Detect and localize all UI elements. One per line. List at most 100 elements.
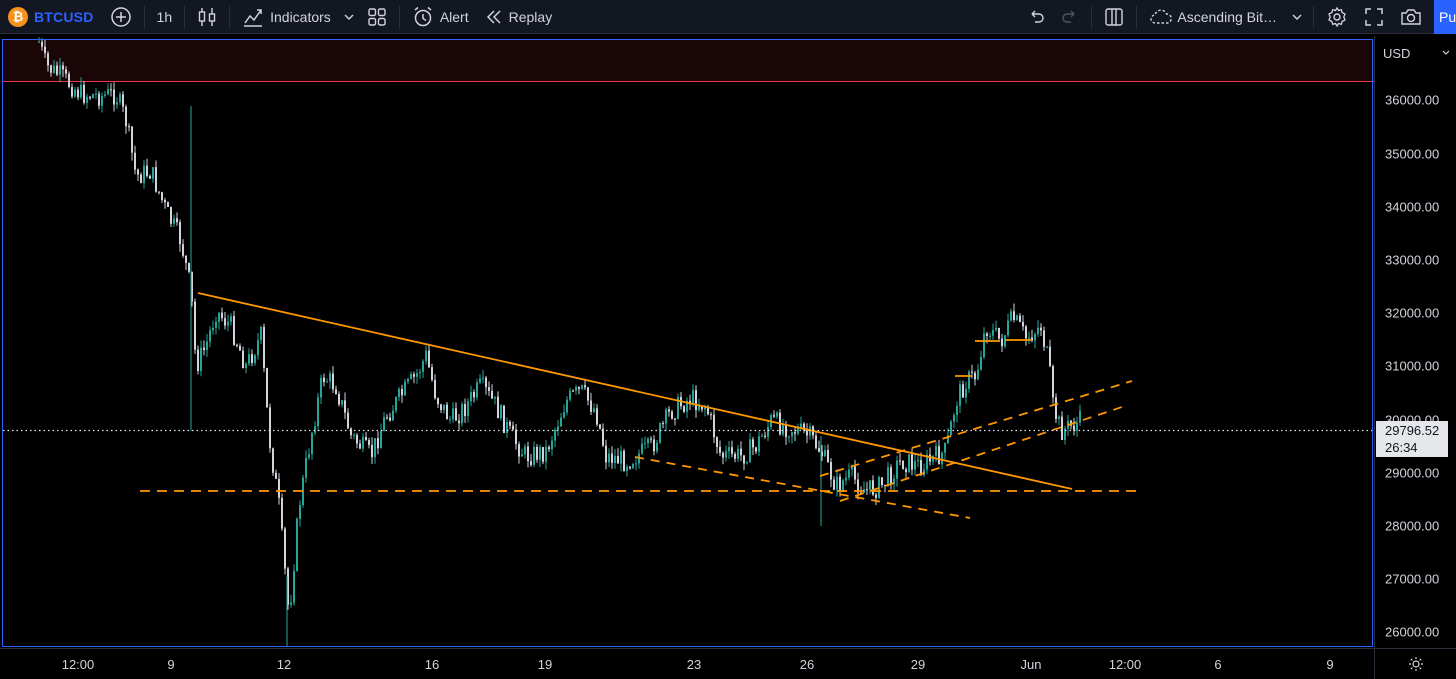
candle-body	[965, 388, 967, 398]
alert-button[interactable]: Alert	[404, 0, 477, 34]
time-scale[interactable]: 12:00 9 12 16 19 23 26 29 Jun 12:00 6 9	[0, 648, 1374, 679]
candle-body	[914, 461, 916, 470]
descending-trendline[interactable]	[197, 292, 1073, 490]
settings-button[interactable]	[1318, 0, 1356, 34]
redo-icon	[1062, 10, 1075, 23]
candle-body	[380, 430, 382, 449]
candle-body	[413, 374, 415, 377]
snapshot-button[interactable]	[1392, 0, 1456, 34]
candle-body	[110, 89, 112, 91]
candle-body	[992, 330, 994, 336]
candle-body	[251, 354, 253, 363]
candle-body	[725, 451, 727, 458]
chart-plot[interactable]	[0, 36, 1374, 648]
candle-body	[200, 347, 202, 371]
candle-body	[626, 466, 628, 472]
candle-body	[824, 449, 826, 457]
candle-body	[590, 400, 592, 412]
replay-button[interactable]: Replay	[477, 0, 561, 34]
candle-body	[674, 418, 676, 420]
candle-body	[806, 430, 808, 436]
candle-body	[461, 404, 463, 424]
candle-body	[92, 94, 94, 99]
publish-button[interactable]: Pu	[1434, 0, 1456, 34]
candle-body	[458, 420, 460, 424]
layout-button[interactable]	[1096, 0, 1132, 34]
currency-label[interactable]: USD	[1383, 46, 1411, 61]
candle-body	[194, 301, 196, 350]
candle-body	[260, 326, 262, 341]
candle-body	[731, 447, 733, 454]
candle-body	[392, 410, 394, 421]
layout-dropdown[interactable]	[1285, 0, 1309, 34]
price-scale[interactable]: USD 36000.00 35000.00 34000.00 33000.00 3200…	[1374, 36, 1456, 648]
candle-body	[548, 446, 550, 450]
candle-body	[368, 440, 370, 445]
undo-button[interactable]	[1019, 0, 1053, 34]
candle-body	[482, 377, 484, 379]
candle-body	[221, 312, 223, 319]
candle-body	[248, 354, 250, 364]
redo-button[interactable]	[1053, 0, 1087, 34]
alert-zone	[3, 40, 1374, 82]
time-tick-label: 6	[1214, 657, 1222, 672]
candle-body	[1028, 337, 1030, 339]
compare-symbol-button[interactable]	[102, 0, 140, 34]
candle-body	[947, 435, 949, 443]
candle-body	[803, 423, 805, 431]
candle-body	[830, 462, 832, 480]
interval-button[interactable]: 1h	[149, 0, 181, 34]
candle-body	[611, 453, 613, 464]
layout-columns-icon	[1105, 7, 1124, 26]
candle-body	[608, 453, 610, 463]
templates-button[interactable]	[359, 0, 395, 34]
candle-body	[623, 450, 625, 472]
candle-body	[917, 459, 919, 462]
candle-body	[728, 447, 730, 452]
candle-body	[989, 335, 991, 337]
candle-body	[344, 400, 346, 413]
candle-body	[197, 349, 199, 371]
ascending-channel-upper-dashed[interactable]	[819, 380, 1133, 477]
candle-body	[941, 452, 943, 465]
save-layout-button[interactable]: Ascending Bit…	[1141, 0, 1285, 34]
symbol-search-button[interactable]: ₿ BTCUSD	[0, 0, 102, 34]
candle-body	[545, 446, 547, 462]
candle-body	[692, 390, 694, 405]
price-tick-label: 34000.00	[1385, 199, 1440, 215]
candle-body	[104, 94, 106, 96]
candle-body	[473, 392, 475, 398]
candle-body	[962, 384, 964, 398]
candle-body	[875, 494, 877, 498]
candle-body	[839, 476, 841, 491]
candle-body	[476, 382, 478, 398]
lower-channel-line-dashed[interactable]	[634, 456, 971, 519]
indicators-button[interactable]: Indicators	[234, 0, 339, 34]
candle-body	[542, 446, 544, 462]
fullscreen-button[interactable]	[1356, 0, 1392, 34]
candle-body	[362, 437, 364, 449]
candle-body	[164, 200, 166, 203]
candle-body	[308, 454, 310, 458]
chevron-down-icon	[344, 14, 354, 20]
candle-body	[704, 407, 706, 410]
candle-body	[983, 333, 985, 358]
ascending-channel-lower-dashed[interactable]	[839, 405, 1126, 502]
candle-body	[581, 385, 583, 389]
candle-body	[377, 438, 379, 449]
candle-body	[173, 218, 175, 224]
time-tick-label: 16	[424, 657, 440, 672]
candle-body	[317, 397, 319, 427]
candle-body	[356, 434, 358, 444]
candle-body	[224, 318, 226, 326]
candle-body	[218, 312, 220, 322]
scale-settings-button[interactable]	[1374, 648, 1456, 679]
candle-body	[203, 347, 205, 350]
candle-body	[74, 89, 76, 97]
chart-type-button[interactable]	[189, 0, 225, 34]
indicators-dropdown[interactable]	[339, 0, 359, 34]
drawings[interactable]	[140, 292, 1140, 519]
candle-body	[410, 374, 412, 379]
candle-body	[263, 326, 265, 369]
candle-body	[1034, 334, 1036, 341]
